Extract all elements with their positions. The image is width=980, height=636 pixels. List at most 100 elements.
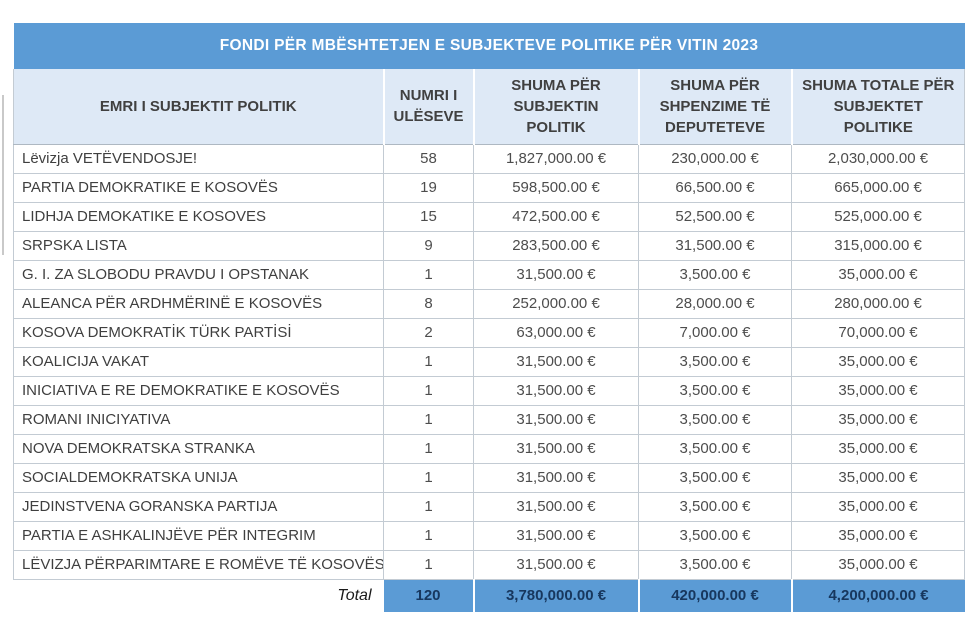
cell-mp-expenses: 3,500.00 € bbox=[638, 433, 792, 464]
cell-mp-expenses: 3,500.00 € bbox=[638, 491, 792, 522]
cell-seats: 8 bbox=[383, 288, 474, 319]
cell-mp-expenses: 52,500.00 € bbox=[638, 201, 792, 232]
cell-seats: 1 bbox=[383, 346, 474, 377]
cell-total-amount: 315,000.00 € bbox=[790, 230, 966, 261]
cell-seats: 1 bbox=[383, 433, 474, 464]
cell-mp-expenses: 3,500.00 € bbox=[638, 404, 792, 435]
cell-total-amount: 70,000.00 € bbox=[790, 317, 966, 348]
cell-mp-expenses: 28,000.00 € bbox=[638, 288, 792, 319]
cell-seats: 9 bbox=[383, 230, 474, 261]
header-total-amount: SHUMA TOTALE PËR SUBJEKTET POLITIKE bbox=[790, 69, 966, 145]
total-total-amount: 4,200,000.00 € bbox=[790, 579, 965, 612]
cell-subject-amount: 31,500.00 € bbox=[473, 375, 639, 406]
cell-seats: 1 bbox=[383, 549, 474, 580]
table-row: ROMANI INICIYATIVA 1 31,500.00 € 3,500.0… bbox=[13, 404, 966, 435]
total-subject-amount: 3,780,000.00 € bbox=[472, 579, 639, 612]
cell-total-amount: 35,000.00 € bbox=[790, 520, 966, 551]
cell-seats: 58 bbox=[383, 143, 474, 174]
table-row: NOVA DEMOKRATSKA STRANKA 1 31,500.00 € 3… bbox=[13, 433, 966, 464]
cell-party-name: JEDINSTVENA GORANSKA PARTIJA bbox=[13, 491, 384, 522]
cell-total-amount: 2,030,000.00 € bbox=[790, 143, 966, 174]
cell-total-amount: 35,000.00 € bbox=[790, 404, 966, 435]
cell-seats: 1 bbox=[383, 375, 474, 406]
cell-subject-amount: 472,500.00 € bbox=[473, 201, 639, 232]
table-row: Lëvizja VETËVENDOSJE! 58 1,827,000.00 € … bbox=[13, 143, 966, 174]
cell-seats: 1 bbox=[383, 491, 474, 522]
cell-subject-amount: 31,500.00 € bbox=[473, 491, 639, 522]
table-row: LËVIZJA PËRPARIMTARE E ROMËVE TË KOSOVËS… bbox=[13, 549, 966, 580]
cell-party-name: ROMANI INICIYATIVA bbox=[13, 404, 384, 435]
header-party-name: EMRI I SUBJEKTIT POLITIK bbox=[13, 69, 385, 145]
header-subject-amount: SHUMA PËR SUBJEKTIN POLITIK bbox=[472, 69, 640, 145]
cell-party-name: PARTIA E ASHKALINJËVE PËR INTEGRIM bbox=[13, 520, 384, 551]
table-row: PARTIA E ASHKALINJËVE PËR INTEGRIM 1 31,… bbox=[13, 520, 966, 551]
cell-total-amount: 35,000.00 € bbox=[790, 433, 966, 464]
funding-table: FONDI PËR MBËSHTETJEN E SUBJEKTEVE POLIT… bbox=[13, 23, 966, 612]
header-seats: NUMRI I ULËSEVE bbox=[382, 69, 475, 145]
cell-seats: 15 bbox=[383, 201, 474, 232]
cell-subject-amount: 1,827,000.00 € bbox=[473, 143, 639, 174]
cell-total-amount: 35,000.00 € bbox=[790, 462, 966, 493]
cell-mp-expenses: 3,500.00 € bbox=[638, 259, 792, 290]
table-row: KOSOVA DEMOKRATİK TÜRK PARTİSİ 2 63,000.… bbox=[13, 317, 966, 348]
table-row: SRPSKA LISTA 9 283,500.00 € 31,500.00 € … bbox=[13, 230, 966, 261]
table-row: LIDHJA DEMOKATIKE E KOSOVES 15 472,500.0… bbox=[13, 201, 966, 232]
cell-seats: 19 bbox=[383, 172, 474, 203]
cell-subject-amount: 31,500.00 € bbox=[473, 346, 639, 377]
table-row: JEDINSTVENA GORANSKA PARTIJA 1 31,500.00… bbox=[13, 491, 966, 522]
page-title: FONDI PËR MBËSHTETJEN E SUBJEKTEVE POLIT… bbox=[13, 23, 965, 69]
cell-total-amount: 525,000.00 € bbox=[790, 201, 966, 232]
cell-mp-expenses: 3,500.00 € bbox=[638, 549, 792, 580]
cell-total-amount: 35,000.00 € bbox=[790, 491, 966, 522]
cell-total-amount: 35,000.00 € bbox=[790, 375, 966, 406]
header-row: EMRI I SUBJEKTIT POLITIK NUMRI I ULËSEVE… bbox=[13, 69, 966, 145]
cell-party-name: Lëvizja VETËVENDOSJE! bbox=[13, 143, 384, 174]
header-mp-expenses: SHUMA PËR SHPENZIME TË DEPUTETEVE bbox=[637, 69, 793, 145]
cell-party-name: SOCIALDEMOKRATSKA UNIJA bbox=[13, 462, 384, 493]
cell-mp-expenses: 3,500.00 € bbox=[638, 520, 792, 551]
cell-total-amount: 35,000.00 € bbox=[790, 346, 966, 377]
cell-subject-amount: 31,500.00 € bbox=[473, 259, 639, 290]
cell-mp-expenses: 3,500.00 € bbox=[638, 462, 792, 493]
cell-total-amount: 665,000.00 € bbox=[790, 172, 966, 203]
cell-party-name: KOSOVA DEMOKRATİK TÜRK PARTİSİ bbox=[13, 317, 384, 348]
cell-party-name: INICIATIVA E RE DEMOKRATIKE E KOSOVËS bbox=[13, 375, 384, 406]
cell-party-name: LIDHJA DEMOKATIKE E KOSOVES bbox=[13, 201, 384, 232]
cell-total-amount: 35,000.00 € bbox=[790, 549, 966, 580]
cell-subject-amount: 31,500.00 € bbox=[473, 520, 639, 551]
cell-mp-expenses: 3,500.00 € bbox=[638, 375, 792, 406]
cell-party-name: G. I. ZA SLOBODU PRAVDU I OPSTANAK bbox=[13, 259, 384, 290]
table-row: ALEANCA PËR ARDHMËRINË E KOSOVËS 8 252,0… bbox=[13, 288, 966, 319]
total-seats: 120 bbox=[383, 579, 474, 612]
cell-mp-expenses: 230,000.00 € bbox=[638, 143, 792, 174]
table-body: Lëvizja VETËVENDOSJE! 58 1,827,000.00 € … bbox=[13, 143, 966, 580]
cell-subject-amount: 252,000.00 € bbox=[473, 288, 639, 319]
cell-mp-expenses: 3,500.00 € bbox=[638, 346, 792, 377]
cell-mp-expenses: 7,000.00 € bbox=[638, 317, 792, 348]
cell-subject-amount: 31,500.00 € bbox=[473, 549, 639, 580]
total-label: Total bbox=[13, 579, 384, 612]
cell-party-name: LËVIZJA PËRPARIMTARE E ROMËVE TË KOSOVËS bbox=[13, 549, 384, 580]
total-mp-expenses: 420,000.00 € bbox=[637, 579, 792, 612]
table-row: SOCIALDEMOKRATSKA UNIJA 1 31,500.00 € 3,… bbox=[13, 462, 966, 493]
cell-party-name: PARTIA DEMOKRATIKE E KOSOVËS bbox=[13, 172, 384, 203]
cell-party-name: NOVA DEMOKRATSKA STRANKA bbox=[13, 433, 384, 464]
table-row: KOALICIJA VAKAT 1 31,500.00 € 3,500.00 €… bbox=[13, 346, 966, 377]
cell-mp-expenses: 31,500.00 € bbox=[638, 230, 792, 261]
cell-subject-amount: 31,500.00 € bbox=[473, 462, 639, 493]
cell-subject-amount: 598,500.00 € bbox=[473, 172, 639, 203]
cell-party-name: SRPSKA LISTA bbox=[13, 230, 384, 261]
left-edge-artifact bbox=[2, 95, 4, 255]
cell-party-name: ALEANCA PËR ARDHMËRINË E KOSOVËS bbox=[13, 288, 384, 319]
cell-subject-amount: 31,500.00 € bbox=[473, 433, 639, 464]
cell-total-amount: 280,000.00 € bbox=[790, 288, 966, 319]
cell-seats: 2 bbox=[383, 317, 474, 348]
table-row: INICIATIVA E RE DEMOKRATIKE E KOSOVËS 1 … bbox=[13, 375, 966, 406]
cell-party-name: KOALICIJA VAKAT bbox=[13, 346, 384, 377]
table-row: G. I. ZA SLOBODU PRAVDU I OPSTANAK 1 31,… bbox=[13, 259, 966, 290]
total-row: Total 120 3,780,000.00 € 420,000.00 € 4,… bbox=[13, 579, 965, 612]
cell-mp-expenses: 66,500.00 € bbox=[638, 172, 792, 203]
cell-subject-amount: 31,500.00 € bbox=[473, 404, 639, 435]
cell-seats: 1 bbox=[383, 520, 474, 551]
title-row: FONDI PËR MBËSHTETJEN E SUBJEKTEVE POLIT… bbox=[13, 23, 965, 69]
